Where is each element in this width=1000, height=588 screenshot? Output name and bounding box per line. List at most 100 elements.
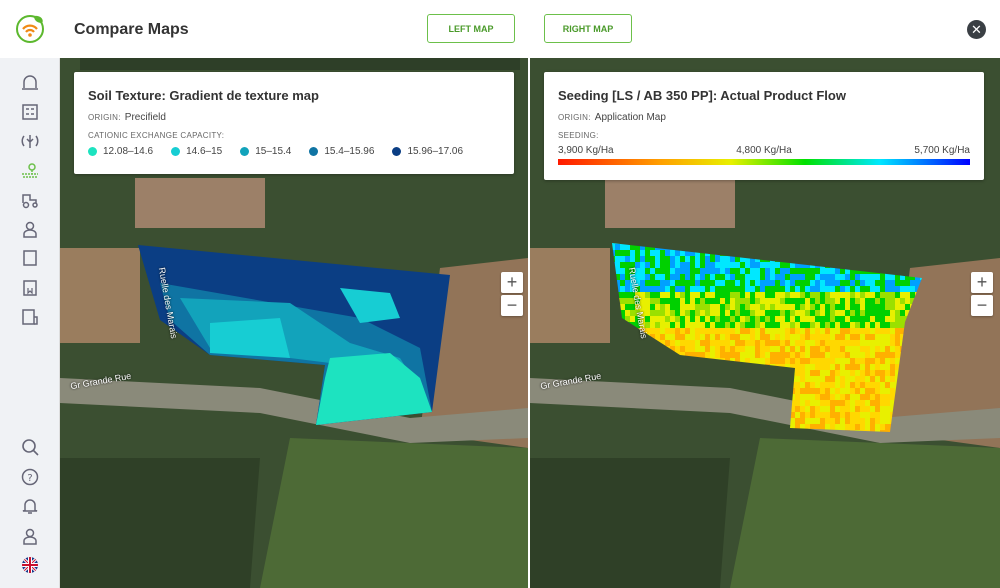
seeding-cell: [770, 316, 775, 322]
seeding-cell: [625, 292, 630, 298]
seeding-cell: [840, 340, 845, 346]
seeding-cell: [730, 292, 735, 298]
seeding-cell: [715, 304, 720, 310]
seeding-cell: [895, 298, 900, 304]
seeding-cell: [835, 382, 840, 388]
seeding-cell: [820, 358, 825, 364]
seeding-cell: [735, 328, 740, 334]
seeding-cell: [725, 262, 730, 268]
dashboard-icon[interactable]: [20, 102, 40, 122]
seeding-cell: [850, 292, 855, 298]
seeding-cell: [665, 274, 670, 280]
seeding-cell: [845, 268, 850, 274]
seeding-cell: [700, 310, 705, 316]
seeding-cell: [670, 280, 675, 286]
seeding-cell: [835, 424, 840, 430]
seeding-cell: [730, 316, 735, 322]
right-map-button[interactable]: RIGHT MAP: [544, 14, 632, 43]
seeding-cell: [690, 328, 695, 334]
seeding-cell: [640, 292, 645, 298]
seeding-cell: [820, 370, 825, 376]
seeding-cell: [820, 268, 825, 274]
seeding-cell: [875, 382, 880, 388]
seeding-cell: [845, 364, 850, 370]
seeding-cell: [655, 322, 660, 328]
seeding-cell: [790, 322, 795, 328]
report-icon[interactable]: [20, 307, 40, 327]
uk-flag-icon[interactable]: [20, 555, 40, 575]
left-map[interactable]: Ruelle des Marais Gr Grande Rue Soil Tex…: [60, 58, 528, 588]
seeding-cell: [725, 346, 730, 352]
seeding-cell: [785, 292, 790, 298]
seeding-cell: [680, 316, 685, 322]
seeding-cell: [740, 262, 745, 268]
legend-swatch: [309, 147, 319, 156]
seeding-cell: [750, 256, 755, 262]
legend-item-label: 15–15.4: [255, 146, 292, 157]
seeding-cell: [850, 364, 855, 370]
zoom-out-button[interactable]: −: [971, 295, 993, 316]
user-icon[interactable]: [20, 526, 40, 546]
seeding-cell: [650, 322, 655, 328]
seeding-cell: [745, 286, 750, 292]
seeding-cell: [805, 292, 810, 298]
seeding-cell: [750, 286, 755, 292]
seeding-cell: [795, 298, 800, 304]
left-map-button[interactable]: LEFT MAP: [427, 14, 515, 43]
app-logo[interactable]: [0, 0, 60, 58]
seeding-cell: [660, 292, 665, 298]
seeding-cell: [630, 244, 635, 250]
seeding-cell: [835, 286, 840, 292]
seeding-cell: [795, 274, 800, 280]
seeding-cell: [830, 322, 835, 328]
farmer-icon[interactable]: [20, 219, 40, 239]
seeding-cell: [825, 370, 830, 376]
seeding-cell: [785, 262, 790, 268]
seeding-cell: [785, 364, 790, 370]
seeding-cell: [820, 424, 825, 430]
seeding-cell: [755, 328, 760, 334]
seeding-cell: [775, 322, 780, 328]
zoom-in-button[interactable]: +: [971, 272, 993, 293]
zoom-out-button[interactable]: −: [501, 295, 523, 316]
field-icon[interactable]: [20, 161, 40, 181]
seeding-cell: [770, 286, 775, 292]
seeding-cell: [710, 352, 715, 358]
tractor-icon[interactable]: [20, 190, 40, 210]
close-icon[interactable]: ✕: [967, 20, 986, 39]
crop-icon[interactable]: [20, 131, 40, 151]
greenhouse-icon[interactable]: [20, 73, 40, 93]
seeding-cell: [865, 388, 870, 394]
bell-icon[interactable]: [20, 496, 40, 516]
seeding-cell: [620, 274, 625, 280]
seeding-cell: [715, 256, 720, 262]
sack-icon[interactable]: [20, 248, 40, 268]
seeding-cell: [815, 370, 820, 376]
seeding-cell: [855, 304, 860, 310]
search-icon[interactable]: [20, 437, 40, 457]
right-map[interactable]: Ruelle des Marais Gr Grande Rue Seeding …: [530, 58, 1000, 588]
seeding-cell: [630, 280, 635, 286]
seeding-cell: [660, 322, 665, 328]
seeding-cell: [875, 358, 880, 364]
help-icon[interactable]: ?: [20, 467, 40, 487]
legend-label: SEEDING:: [558, 131, 599, 140]
seeding-cell: [890, 394, 895, 400]
seeding-cell: [845, 376, 850, 382]
seeding-cell: [730, 256, 735, 262]
seeding-cell: [825, 340, 830, 346]
seeding-cell: [870, 304, 875, 310]
seeding-cell: [670, 256, 675, 262]
seeding-cell: [680, 286, 685, 292]
seeding-cell: [695, 256, 700, 262]
seeding-cell: [855, 406, 860, 412]
seeding-cell: [675, 268, 680, 274]
seeding-cell: [815, 382, 820, 388]
seeding-cell: [695, 340, 700, 346]
notebook-icon[interactable]: [20, 278, 40, 298]
seeding-cell: [790, 346, 795, 352]
seeding-cell: [695, 304, 700, 310]
seeding-cell: [765, 316, 770, 322]
seeding-cell: [810, 286, 815, 292]
zoom-in-button[interactable]: +: [501, 272, 523, 293]
